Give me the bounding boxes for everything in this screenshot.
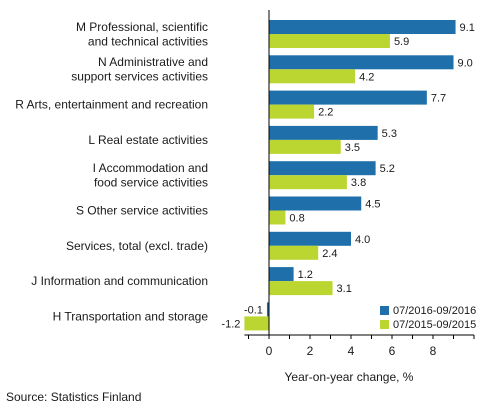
data-label: 3.1 — [337, 283, 352, 295]
category-label: H Transportation and storage — [53, 309, 209, 323]
x-tick-label: 0 — [266, 344, 273, 358]
category-label-line: L Real estate activities — [88, 133, 208, 147]
category-label-line: support services activities — [71, 70, 208, 84]
data-label: 4.5 — [365, 199, 380, 211]
x-tick-label: 4 — [348, 344, 355, 358]
data-label: 7.7 — [431, 93, 446, 105]
data-label: 5.3 — [382, 128, 397, 140]
data-label: -1.2 — [221, 318, 240, 330]
data-label: 5.2 — [380, 163, 395, 175]
data-label: 4.0 — [355, 234, 370, 246]
category-label: J Information and communication — [31, 274, 208, 288]
data-label: -0.1 — [244, 304, 263, 316]
category-label-line: S Other service activities — [76, 204, 208, 218]
category-label-line: H Transportation and storage — [53, 309, 209, 323]
data-label: 5.9 — [394, 36, 409, 48]
category-label: R Arts, entertainment and recreation — [15, 98, 208, 112]
legend-label: 07/2016-09/2016 — [393, 305, 476, 317]
category-label-line: food service activities — [94, 175, 208, 189]
bar — [269, 210, 286, 225]
x-axis-title: Year-on-year change, % — [285, 370, 414, 384]
data-label: 2.2 — [318, 107, 333, 119]
legend-label: 07/2015-09/2015 — [393, 319, 476, 331]
bar — [269, 55, 454, 70]
source-note: Source: Statistics Finland — [6, 390, 142, 404]
bar — [269, 104, 315, 119]
bar — [266, 302, 269, 317]
data-label: 9.1 — [460, 22, 475, 34]
bar — [269, 20, 456, 34]
category-label-line: M Professional, scientific — [76, 20, 208, 34]
bar — [269, 125, 378, 140]
data-label: 2.4 — [322, 248, 337, 260]
data-label: 3.5 — [345, 142, 360, 154]
legend-swatch — [380, 306, 389, 315]
category-label: Services, total (excl. trade) — [66, 239, 208, 253]
bar — [244, 316, 269, 331]
bar — [269, 267, 294, 282]
data-label: 4.2 — [359, 71, 374, 83]
data-label: 0.8 — [289, 213, 304, 225]
x-tick-label: 8 — [430, 344, 437, 358]
data-label: 3.8 — [351, 177, 366, 189]
bar — [269, 139, 341, 154]
category-label-line: Services, total (excl. trade) — [66, 239, 208, 253]
x-tick-label: 6 — [389, 344, 396, 358]
category-label: N Administrative and support services act… — [71, 55, 208, 84]
category-label: L Real estate activities — [88, 133, 208, 147]
category-label-line: I Accommodation and — [93, 161, 208, 175]
category-label: I Accommodation and food service activiti… — [93, 161, 208, 190]
x-tick-label: 2 — [307, 344, 314, 358]
category-label-line: J Information and communication — [31, 274, 208, 288]
legend-swatch — [380, 320, 389, 329]
category-label-line: R Arts, entertainment and recreation — [15, 98, 208, 112]
bar — [269, 161, 376, 176]
category-label: M Professional, scientific and technical … — [76, 20, 208, 49]
bar — [269, 69, 356, 84]
bar — [269, 281, 333, 296]
bar — [269, 245, 319, 260]
bar — [269, 196, 362, 211]
bar — [269, 34, 390, 48]
bar — [269, 231, 351, 246]
data-label: 9.0 — [458, 57, 473, 69]
bar-chart: M Professional, scientific and technical … — [15, 10, 476, 384]
bar — [269, 175, 347, 190]
category-label-line: and technical activities — [88, 34, 208, 48]
category-label-line: N Administrative and — [98, 55, 208, 69]
category-label: S Other service activities — [76, 204, 208, 218]
data-label: 1.2 — [298, 269, 313, 281]
bar — [269, 90, 427, 105]
